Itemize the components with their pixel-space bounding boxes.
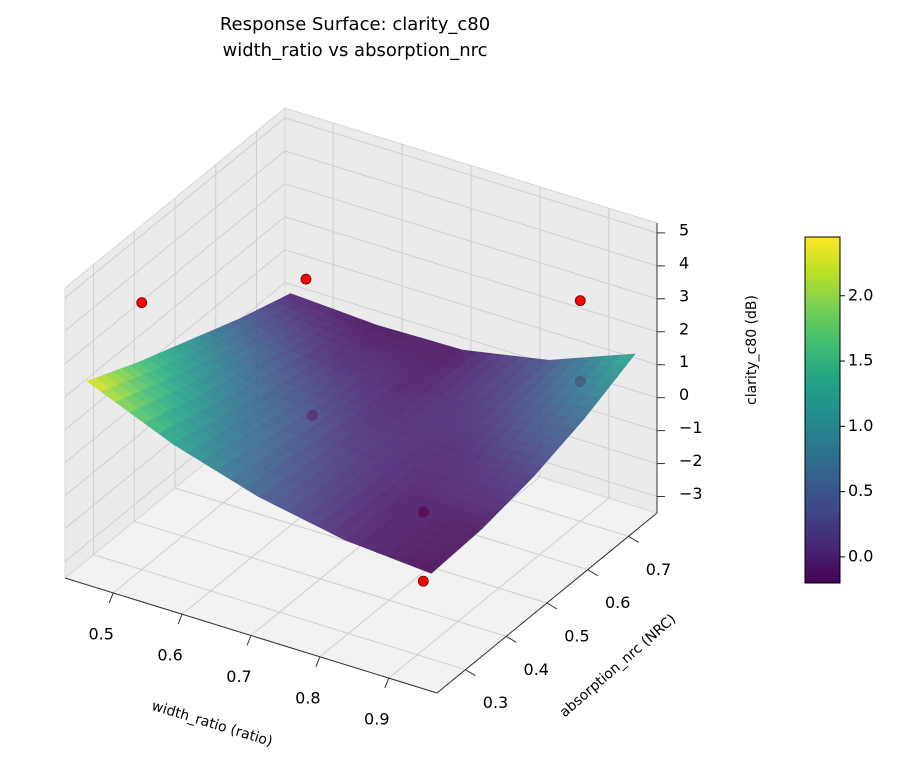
- z-grid-line: [64, 117, 286, 299]
- z-tick-label: 0: [679, 385, 689, 404]
- z-tick-label: 3: [679, 286, 689, 305]
- y-tick-label: 0.3: [483, 693, 508, 712]
- y-grid-line: [93, 554, 466, 671]
- z-tick-label: 4: [679, 253, 689, 272]
- x-tick-mark: [108, 592, 114, 604]
- z-grid-line: [284, 249, 658, 366]
- chart-subtitle: width_ratio vs absorption_nrc: [222, 40, 487, 61]
- y-tick-mark: [546, 602, 558, 610]
- z-tick-label: 2: [679, 319, 689, 338]
- y-grid-line: [134, 520, 507, 637]
- colorbar-tick-label: 0.5: [848, 481, 873, 500]
- colorbar-tick-label: 1.5: [848, 351, 873, 370]
- surface: [86, 293, 636, 574]
- data-point: [417, 575, 429, 587]
- x-tick-mark: [246, 635, 252, 646]
- data-point: [136, 297, 148, 309]
- z-grid-line: [284, 150, 658, 267]
- x-tick-mark: [384, 677, 390, 689]
- z-grid-line: [64, 249, 286, 431]
- colorbar: [804, 236, 841, 584]
- z-grid-line: [64, 216, 286, 398]
- surface-facet: [416, 560, 441, 574]
- y-tick-mark: [587, 569, 598, 577]
- z-tick-label: −1: [679, 418, 703, 437]
- x-axis-line: [64, 577, 438, 694]
- y-tick-mark: [465, 669, 476, 677]
- z-grid-line: [284, 216, 658, 333]
- x-tick-label: 0.5: [88, 624, 113, 643]
- z-tick-label: 5: [679, 220, 689, 239]
- z-tick-label: 1: [679, 352, 689, 371]
- y-tick-label: 0.6: [605, 593, 630, 612]
- x-axis-label: width_ratio (ratio): [150, 698, 275, 750]
- y-tick-label: 0.4: [524, 660, 549, 679]
- colorbar-tick-label: 0.0: [848, 546, 873, 565]
- y-tick-label: 0.7: [646, 560, 671, 579]
- z-grid-line: [64, 183, 286, 365]
- z-axis-label: clarity_c80 (dB): [744, 295, 760, 405]
- x-tick-label: 0.8: [295, 688, 320, 707]
- x-tick-mark: [177, 614, 183, 625]
- y-axis-line: [436, 512, 658, 694]
- data-point: [300, 273, 312, 285]
- x-tick-label: 0.9: [364, 710, 389, 729]
- y-tick-label: 0.5: [564, 627, 589, 646]
- data-point: [574, 295, 586, 307]
- z-tick-label: −2: [679, 451, 703, 470]
- y-tick-mark: [506, 635, 517, 643]
- z-grid-line: [64, 150, 286, 332]
- colorbar-tick-label: 1.0: [848, 416, 873, 435]
- z-grid-line: [284, 117, 658, 234]
- z-tick-label: −3: [679, 484, 703, 503]
- x-tick-label: 0.6: [157, 646, 182, 665]
- z-grid-line: [284, 183, 658, 300]
- x-tick-mark: [315, 656, 321, 667]
- colorbar-tick-label: 2.0: [848, 285, 873, 304]
- x-tick-label: 0.7: [226, 667, 251, 686]
- y-tick-mark: [628, 535, 639, 543]
- chart-title: Response Surface: clarity_c80: [220, 14, 490, 35]
